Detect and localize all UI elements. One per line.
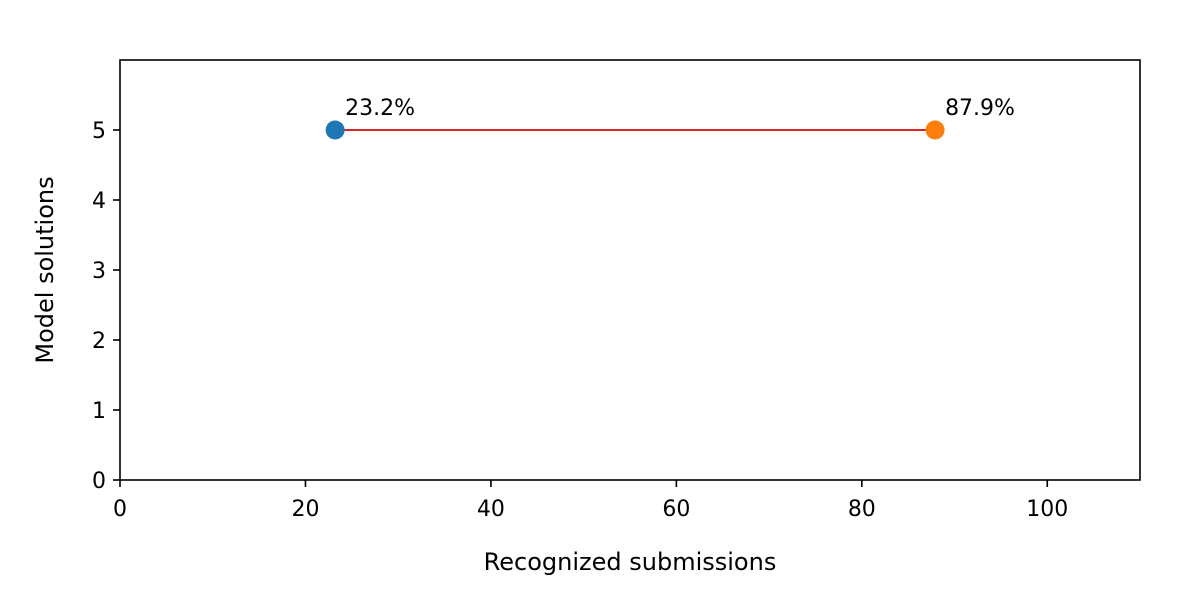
y-tick-label: 3 <box>92 259 106 284</box>
x-tick-label: 60 <box>662 497 690 522</box>
y-tick-label: 2 <box>92 329 106 354</box>
x-tick-label: 0 <box>113 497 127 522</box>
y-tick-label: 1 <box>92 399 106 424</box>
data-points <box>325 120 945 140</box>
data-point-label: 87.9% <box>945 96 1015 121</box>
data-point <box>925 120 945 140</box>
x-tick-label: 80 <box>848 497 876 522</box>
data-point-label: 23.2% <box>345 96 415 121</box>
y-tick-label: 4 <box>92 189 106 214</box>
x-tick-label: 20 <box>291 497 319 522</box>
plot-background <box>120 60 1140 480</box>
y-tick-label: 5 <box>92 119 106 144</box>
data-point <box>325 120 345 140</box>
x-axis-label: Recognized submissions <box>484 548 777 576</box>
x-axis-ticks: 0 20 40 60 80 100 <box>113 480 1068 522</box>
x-tick-label: 100 <box>1026 497 1068 522</box>
y-axis-label: Model solutions <box>31 176 59 363</box>
data-labels: 23.2% 87.9% <box>345 96 1015 121</box>
y-tick-label: 0 <box>92 469 106 494</box>
x-tick-label: 40 <box>477 497 505 522</box>
y-axis-ticks: 0 1 2 3 4 5 <box>92 119 120 494</box>
